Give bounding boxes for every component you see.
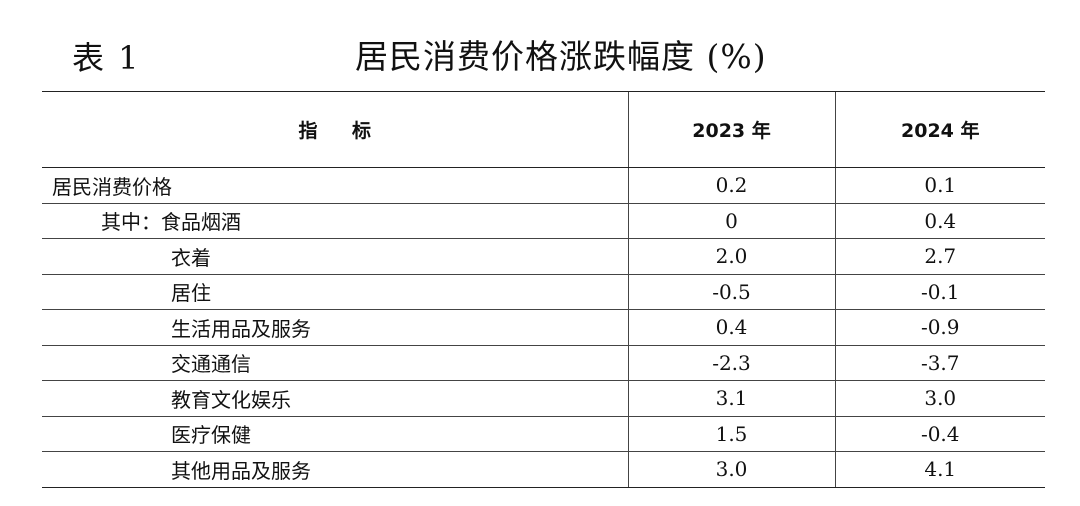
row-label-text: 其他用品及服务: [171, 458, 311, 483]
row-label: 衣着: [42, 238, 628, 275]
row-label-text: 衣着: [171, 245, 211, 270]
row-label-text: 居民消费价格: [52, 174, 172, 199]
row-label: 其他用品及服务: [42, 451, 628, 488]
value-2023: 0.2: [627, 167, 835, 204]
column-header-2024: 2024 年: [834, 91, 1045, 168]
table-title: 居民消费价格涨跌幅度 (%): [355, 37, 767, 76]
value-2023: -2.3: [627, 345, 835, 381]
table-row: 生活用品及服务 0.4 -0.9: [42, 309, 1045, 346]
row-prefix-text: 其中：: [101, 210, 161, 235]
row-label: 其中：食品烟酒: [42, 203, 628, 239]
column-header-indicator: 指 标: [42, 91, 628, 168]
row-label: 教育文化娱乐: [42, 380, 628, 417]
row-label-text: 医疗保健: [171, 423, 251, 448]
row-label-text: 居住: [171, 281, 211, 306]
cpi-table: 指 标 2023 年 2024 年 居民消费价格 0.2 0.1 其中：食品烟酒…: [42, 91, 1045, 488]
row-label: 医疗保健: [42, 416, 628, 452]
row-label-text: 生活用品及服务: [171, 316, 311, 341]
row-label-text: 教育文化娱乐: [171, 387, 291, 412]
table-header-row: 指 标 2023 年 2024 年: [42, 91, 1045, 168]
value-2023: -0.5: [627, 274, 835, 310]
table-row: 衣着 2.0 2.7: [42, 238, 1045, 275]
value-2024: 0.1: [834, 167, 1045, 204]
value-2023: 0: [627, 203, 835, 239]
table-row: 居民消费价格 0.2 0.1: [42, 167, 1045, 204]
value-2024: 4.1: [834, 451, 1045, 488]
row-label: 居住: [42, 274, 628, 310]
value-2023: 3.0: [627, 451, 835, 488]
table-row: 教育文化娱乐 3.1 3.0: [42, 380, 1045, 417]
value-2023: 0.4: [627, 309, 835, 346]
value-2023: 2.0: [627, 238, 835, 275]
row-label: 交通通信: [42, 345, 628, 381]
value-2023: 3.1: [627, 380, 835, 417]
table-row: 医疗保健 1.5 -0.4: [42, 416, 1045, 452]
value-2024: -0.1: [834, 274, 1045, 310]
table-row: 交通通信 -2.3 -3.7: [42, 345, 1045, 381]
row-label: 生活用品及服务: [42, 309, 628, 346]
table-row: 居住 -0.5 -0.1: [42, 274, 1045, 310]
value-2024: -0.4: [834, 416, 1045, 452]
value-2024: 0.4: [834, 203, 1045, 239]
table-number: 表 1: [72, 39, 141, 77]
value-2024: 2.7: [834, 238, 1045, 275]
row-label: 居民消费价格: [42, 167, 628, 204]
value-2024: -0.9: [834, 309, 1045, 346]
value-2024: 3.0: [834, 380, 1045, 417]
value-2024: -3.7: [834, 345, 1045, 381]
row-label-text: 交通通信: [171, 352, 251, 377]
value-2023: 1.5: [627, 416, 835, 452]
row-label-text: 食品烟酒: [161, 210, 241, 235]
column-header-2023: 2023 年: [627, 91, 835, 168]
table-row: 其中：食品烟酒 0 0.4: [42, 203, 1045, 239]
table-row: 其他用品及服务 3.0 4.1: [42, 451, 1045, 488]
